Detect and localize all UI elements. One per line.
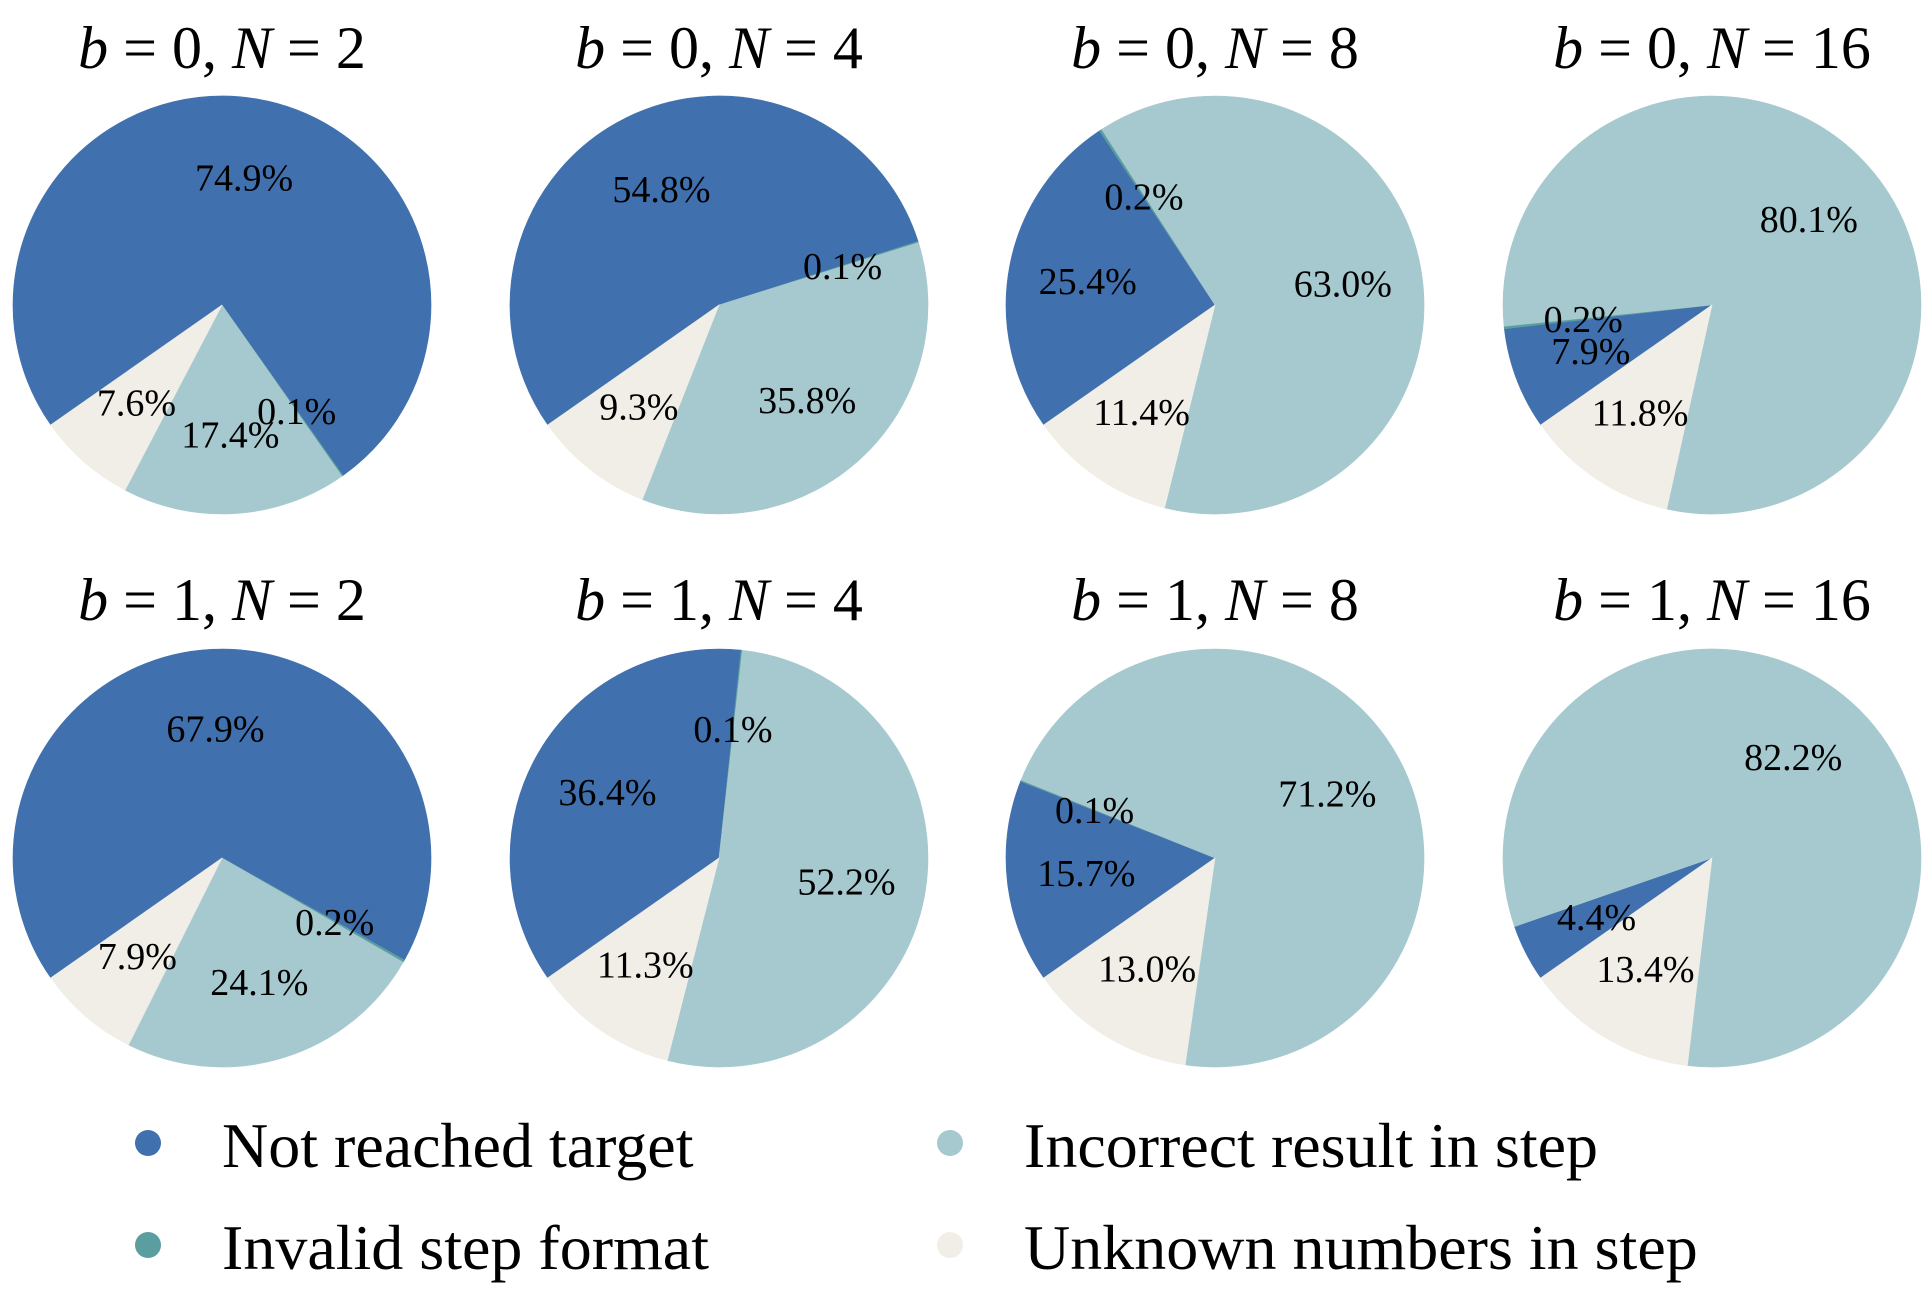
slice-label: 11.8% [1592,393,1689,435]
slice-label: 0.1% [257,391,336,433]
pie-slice [1043,857,1216,1066]
legend-label: Not reached target [222,1110,694,1181]
pie-chart: b = 0, N = 2 74.9% 0.1%17.4%7.6% [12,15,432,515]
pie-slice [12,95,432,476]
pie-slice [1502,95,1922,515]
pie-chart: b = 0, N = 8 25.4% 0.2% 63.0% 11.4% [1005,15,1425,515]
pie-title: b = 0, N = 4 [575,15,863,81]
pie-slice [124,304,343,515]
legend-marker [135,1130,161,1156]
slice-label: 0.2% [295,902,374,944]
slice-label: 0.1% [1055,790,1134,832]
legend-item: Unknown numbers in step [937,1212,1698,1283]
slice-label: 17.4% [181,414,279,456]
pie-slice [641,242,929,515]
slice-label: 4.4% [1557,897,1636,939]
legend-label: Incorrect result in step [1024,1110,1598,1181]
pie-slice [666,649,929,1068]
pie-slice [509,648,742,979]
slice-label: 0.2% [1104,177,1183,219]
slice-label: 11.3% [597,945,694,987]
pie-chart: b = 1, N = 8 15.7% 0.1% 71.2% 13.0% [1005,567,1425,1068]
pie-slice [1005,130,1216,426]
pie-grid: b = 0, N = 274.9%0.1%17.4%7.6%b = 0, N =… [12,15,1922,1068]
pie-title: b = 1, N = 8 [1071,567,1359,633]
pie-slice [1502,648,1922,1068]
pie-title: b = 1, N = 16 [1553,567,1871,633]
slice-label: 0.1% [693,709,772,751]
pie-slice [50,857,223,1046]
slice-label: 25.4% [1039,261,1137,303]
pie-slice [12,648,432,979]
slice-label: 54.8% [612,169,710,211]
slice-label: 63.0% [1294,264,1392,306]
slice-label: 7.9% [98,936,177,978]
pie-slice [128,857,404,1068]
pie-chart: b = 1, N = 2 67.9% 0.2% 24.1% 7.9% [12,567,432,1068]
slice-label: 80.1% [1760,199,1858,241]
pie-title: b = 0, N = 16 [1553,15,1871,81]
slice-label: 71.2% [1278,773,1376,815]
slice-label: 7.9% [1551,331,1630,373]
legend-label: Invalid step format [222,1212,709,1283]
slice-label: 74.9% [195,157,293,199]
legend-item: Not reached target [135,1110,694,1181]
pie-slice [509,95,919,426]
pie-slice [1504,304,1713,426]
pie-title: b = 1, N = 2 [78,567,366,633]
pie-chart: b = 1, N = 4 36.4% 0.1% 52.2% 11.3% [509,567,929,1068]
pie-slice [547,857,720,1061]
pie-title: b = 0, N = 2 [78,15,366,81]
slice-label: 52.2% [797,861,895,903]
slice-label: 67.9% [166,709,264,751]
legend-marker [937,1232,963,1258]
slice-label: 13.4% [1596,949,1694,991]
slice-label: 82.2% [1744,737,1842,779]
slice-label: 24.1% [210,962,308,1004]
legend: Not reached target Incorrect result in st… [135,1110,1698,1283]
pie-slice [1005,780,1216,979]
slice-label: 0.1% [803,246,882,288]
legend-label: Unknown numbers in step [1024,1212,1698,1283]
pie-slice [1020,648,1425,1068]
slice-label: 11.4% [1093,392,1190,434]
pie-slice [1101,95,1425,515]
pie-title: b = 0, N = 8 [1071,15,1359,81]
pie-slice [50,304,223,491]
legend-marker [937,1130,963,1156]
pie-slice [547,304,720,500]
slice-label: 35.8% [758,380,856,422]
legend-item: Invalid step format [135,1212,709,1283]
slice-label: 9.3% [599,387,678,429]
pie-chart: b = 0, N = 4 54.8% 0.1% 35.8% 9.3% [509,15,929,515]
pie-slice [1540,857,1713,1066]
slice-label: 36.4% [558,772,656,814]
pie-slice [1540,304,1713,510]
pie-title: b = 1, N = 4 [575,567,863,633]
legend-item: Incorrect result in step [937,1110,1598,1181]
slice-label: 13.0% [1098,948,1196,990]
pie-chart: b = 1, N = 16 4.4% 82.2% 13.4% [1502,567,1922,1068]
slice-label: 0.2% [1544,299,1623,341]
slice-label: 15.7% [1037,853,1135,895]
pie-slice [1043,304,1216,509]
legend-marker [135,1232,161,1258]
pie-chart: b = 0, N = 16 7.9%0.2% 80.1% 11.8% [1502,15,1922,515]
slice-label: 7.6% [97,382,176,424]
